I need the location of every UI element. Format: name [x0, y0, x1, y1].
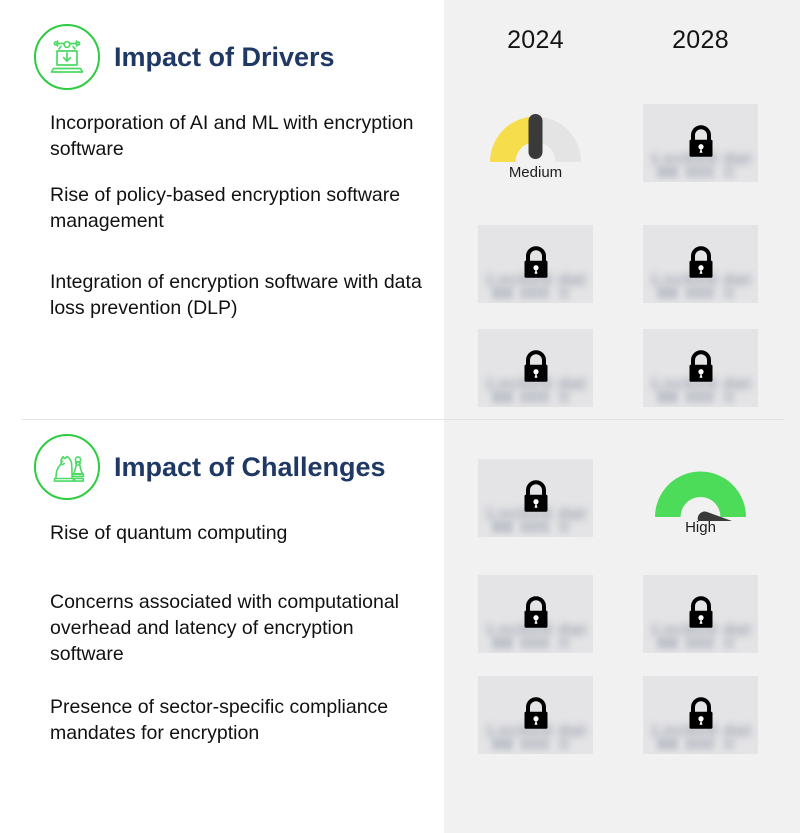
locked-blur-text: Locked data [487, 721, 587, 740]
padlock-icon [689, 125, 712, 157]
challenge-label-0: Rise of quantum computing [50, 522, 288, 544]
locked-blur-text: Locked data [487, 270, 587, 289]
locked-blur-bar [657, 637, 748, 649]
gauge-level-label: High [685, 519, 716, 536]
locked-blur-text: Locked data [652, 149, 752, 168]
gauge-level-label: Medium [508, 164, 563, 181]
locked-blur-bar [492, 521, 583, 533]
section-header-challenges: Impact of Challenges [34, 434, 386, 500]
locked-cell[interactable]: Locked data [643, 225, 758, 303]
locked-blur-bar [657, 738, 748, 750]
challenge-label-1: Concerns associated with computational o… [50, 591, 400, 665]
driver-label-2: Integration of encryption software with … [50, 271, 422, 319]
padlock-icon [524, 596, 547, 628]
locked-blur-bar [492, 391, 583, 403]
cell-challenges-1-2024[interactable]: Locked data [478, 575, 593, 653]
padlock-icon [689, 246, 712, 278]
locked-blur-text: Locked data [487, 374, 587, 393]
locked-blur-bar [492, 287, 583, 299]
padlock-icon [689, 350, 712, 382]
locked-cell[interactable]: Locked data [478, 329, 593, 407]
locked-blur-text: Locked data [652, 620, 752, 639]
cell-drivers-2-2024[interactable]: Locked data [478, 329, 593, 407]
locked-cell[interactable]: Locked data [478, 575, 593, 653]
locked-cell[interactable]: Locked data [643, 575, 758, 653]
locked-blur-bar [657, 287, 748, 299]
section-header-drivers: Impact of Drivers [34, 24, 335, 90]
locked-blur-text: Locked data [652, 721, 752, 740]
cell-drivers-0-2028[interactable]: Locked data [643, 104, 758, 182]
locked-cell[interactable]: Locked data [643, 329, 758, 407]
padlock-icon [524, 480, 547, 512]
cell-drivers-0-2024[interactable]: Medium [478, 104, 593, 182]
gauge-medium: Medium [478, 104, 593, 182]
cell-drivers-1-2028[interactable]: Locked data [643, 225, 758, 303]
cell-challenges-0-2024[interactable]: Locked data [478, 459, 593, 537]
cell-challenges-2-2028[interactable]: Locked data [643, 676, 758, 754]
chess-knight-pawn-icon [34, 434, 100, 500]
locked-blur-text: Locked data [652, 374, 752, 393]
locked-cell[interactable]: Locked data [643, 104, 758, 182]
padlock-icon [524, 350, 547, 382]
padlock-icon [524, 246, 547, 278]
locked-cell[interactable]: Locked data [478, 459, 593, 537]
locked-blur-bar [492, 738, 583, 750]
padlock-icon [524, 697, 547, 729]
locked-cell[interactable]: Locked data [643, 676, 758, 754]
cell-challenges-1-2028[interactable]: Locked data [643, 575, 758, 653]
padlock-icon [689, 596, 712, 628]
padlock-icon [689, 697, 712, 729]
locked-blur-bar [657, 166, 748, 178]
section-title-text: Impact of Drivers [114, 41, 335, 72]
locked-blur-text: Locked data [487, 620, 587, 639]
locked-blur-bar [492, 637, 583, 649]
locked-blur-text: Locked data [487, 504, 587, 523]
cell-challenges-2-2024[interactable]: Locked data [478, 676, 593, 754]
cell-drivers-1-2024[interactable]: Locked data [478, 225, 593, 303]
section-title-text: Impact of Challenges [114, 451, 386, 482]
locked-blur-text: Locked data [652, 270, 752, 289]
section-divider [22, 419, 784, 420]
challenge-label-2: Presence of sector-specific compliance m… [50, 696, 389, 744]
driver-label-0: Incorporation of AI and ML with encrypti… [50, 112, 414, 160]
cell-challenges-0-2028[interactable]: High [643, 459, 758, 537]
column-header-2024: 2024 [507, 26, 564, 54]
driver-label-1: Rise of policy-based encryption software… [50, 184, 401, 232]
locked-blur-bar [657, 391, 748, 403]
column-header-2028: 2028 [672, 26, 729, 54]
locked-cell[interactable]: Locked data [478, 225, 593, 303]
laptop-download-network-icon [34, 24, 100, 90]
cell-drivers-2-2028[interactable]: Locked data [643, 329, 758, 407]
locked-cell[interactable]: Locked data [478, 676, 593, 754]
gauge-high: High [643, 459, 758, 537]
